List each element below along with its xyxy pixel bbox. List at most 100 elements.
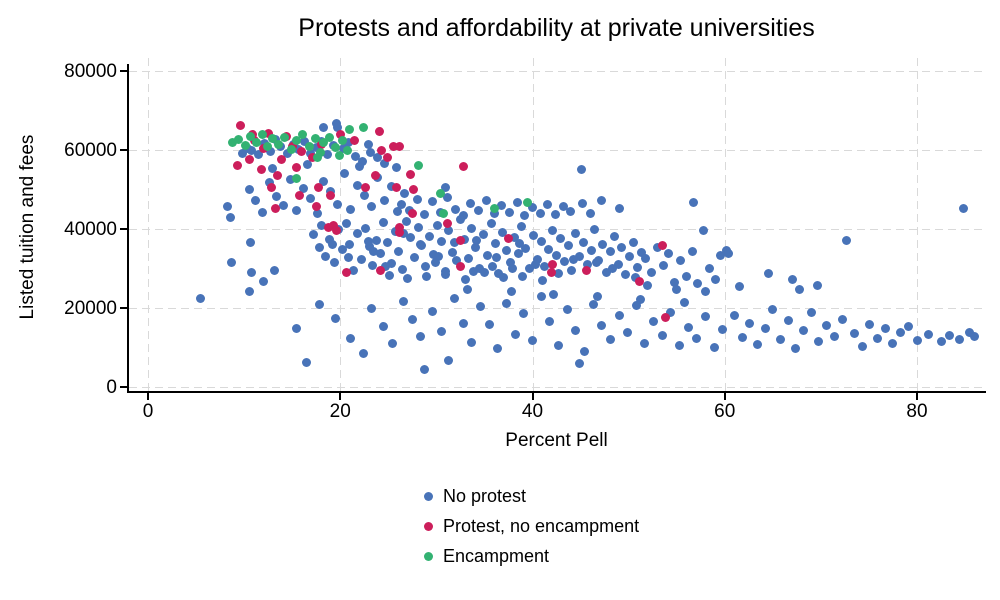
data-point bbox=[315, 147, 325, 157]
data-point bbox=[392, 162, 402, 172]
data-point bbox=[346, 334, 356, 344]
x-tick-label: 40 bbox=[521, 401, 544, 422]
data-point bbox=[440, 182, 450, 192]
data-point bbox=[507, 264, 517, 273]
data-point bbox=[813, 280, 823, 290]
data-point bbox=[502, 246, 512, 256]
data-point bbox=[509, 232, 519, 242]
data-point bbox=[791, 343, 801, 353]
data-point bbox=[353, 229, 363, 239]
data-point bbox=[664, 248, 674, 258]
data-point bbox=[254, 150, 264, 160]
data-point bbox=[319, 123, 329, 133]
data-point bbox=[369, 247, 379, 256]
data-point bbox=[498, 228, 508, 238]
y-axis-line bbox=[127, 64, 129, 393]
data-point bbox=[520, 210, 530, 220]
data-point bbox=[536, 236, 546, 246]
data-point bbox=[391, 183, 401, 193]
data-point bbox=[954, 334, 964, 344]
data-point bbox=[514, 238, 524, 248]
data-point bbox=[319, 176, 329, 186]
data-point bbox=[481, 196, 491, 206]
h-gridline bbox=[129, 150, 985, 151]
data-point bbox=[632, 263, 642, 273]
data-point bbox=[528, 231, 538, 241]
data-point bbox=[559, 257, 569, 267]
data-point bbox=[256, 165, 266, 175]
x-tick-label: 60 bbox=[714, 401, 736, 422]
data-point bbox=[467, 337, 477, 347]
data-point bbox=[643, 281, 653, 291]
x-tick-label: 20 bbox=[329, 401, 351, 422]
data-point bbox=[486, 218, 496, 228]
data-point bbox=[652, 243, 662, 253]
data-point bbox=[450, 237, 460, 247]
data-point bbox=[428, 250, 438, 260]
data-point bbox=[279, 132, 289, 142]
data-point bbox=[341, 267, 351, 277]
data-point bbox=[400, 189, 410, 199]
data-point bbox=[822, 321, 832, 331]
data-point bbox=[368, 260, 378, 270]
x-tick bbox=[147, 393, 149, 400]
data-point bbox=[537, 275, 547, 285]
data-point bbox=[341, 219, 351, 229]
data-point bbox=[799, 326, 809, 336]
data-point bbox=[237, 149, 247, 159]
data-point bbox=[597, 320, 607, 330]
data-point bbox=[305, 193, 315, 203]
data-point bbox=[490, 239, 500, 249]
data-point bbox=[356, 254, 366, 264]
data-point bbox=[566, 206, 576, 216]
data-point bbox=[351, 151, 361, 161]
data-point bbox=[452, 256, 462, 266]
data-point bbox=[787, 274, 797, 284]
data-point bbox=[274, 139, 284, 149]
data-point bbox=[282, 148, 292, 158]
legend: No protest Protest, no encampment Encamp… bbox=[424, 481, 639, 571]
legend-marker-protest-no-encampment bbox=[424, 521, 433, 531]
h-gridline bbox=[129, 71, 985, 72]
data-point bbox=[579, 347, 589, 357]
data-point bbox=[553, 341, 563, 351]
data-point bbox=[266, 183, 276, 193]
data-point bbox=[397, 200, 407, 209]
data-point bbox=[734, 282, 744, 292]
data-point bbox=[405, 233, 415, 243]
data-point bbox=[571, 325, 581, 335]
data-point bbox=[432, 220, 442, 230]
data-point bbox=[312, 209, 322, 219]
data-point bbox=[687, 246, 697, 256]
data-point bbox=[562, 305, 572, 315]
data-point bbox=[558, 202, 568, 212]
data-point bbox=[246, 132, 256, 142]
data-point bbox=[621, 270, 631, 280]
data-point bbox=[313, 182, 323, 192]
data-point bbox=[428, 307, 438, 317]
data-point bbox=[325, 133, 335, 143]
data-point bbox=[512, 198, 522, 208]
data-point bbox=[605, 335, 615, 345]
data-point bbox=[272, 192, 282, 202]
data-point bbox=[325, 234, 335, 244]
data-point bbox=[716, 251, 726, 261]
data-point bbox=[701, 286, 711, 296]
data-point bbox=[676, 256, 686, 266]
data-point bbox=[257, 129, 267, 139]
data-point bbox=[605, 247, 615, 257]
data-point bbox=[379, 158, 389, 168]
data-point bbox=[430, 258, 440, 268]
x-tick bbox=[723, 393, 726, 400]
data-point bbox=[345, 239, 355, 249]
data-point bbox=[575, 359, 585, 369]
data-point bbox=[251, 195, 261, 205]
data-point bbox=[292, 163, 302, 173]
data-point bbox=[582, 260, 592, 270]
data-point bbox=[764, 269, 774, 279]
data-point bbox=[382, 153, 392, 163]
y-tick bbox=[120, 307, 127, 309]
data-point bbox=[615, 203, 625, 213]
data-point bbox=[592, 258, 602, 268]
